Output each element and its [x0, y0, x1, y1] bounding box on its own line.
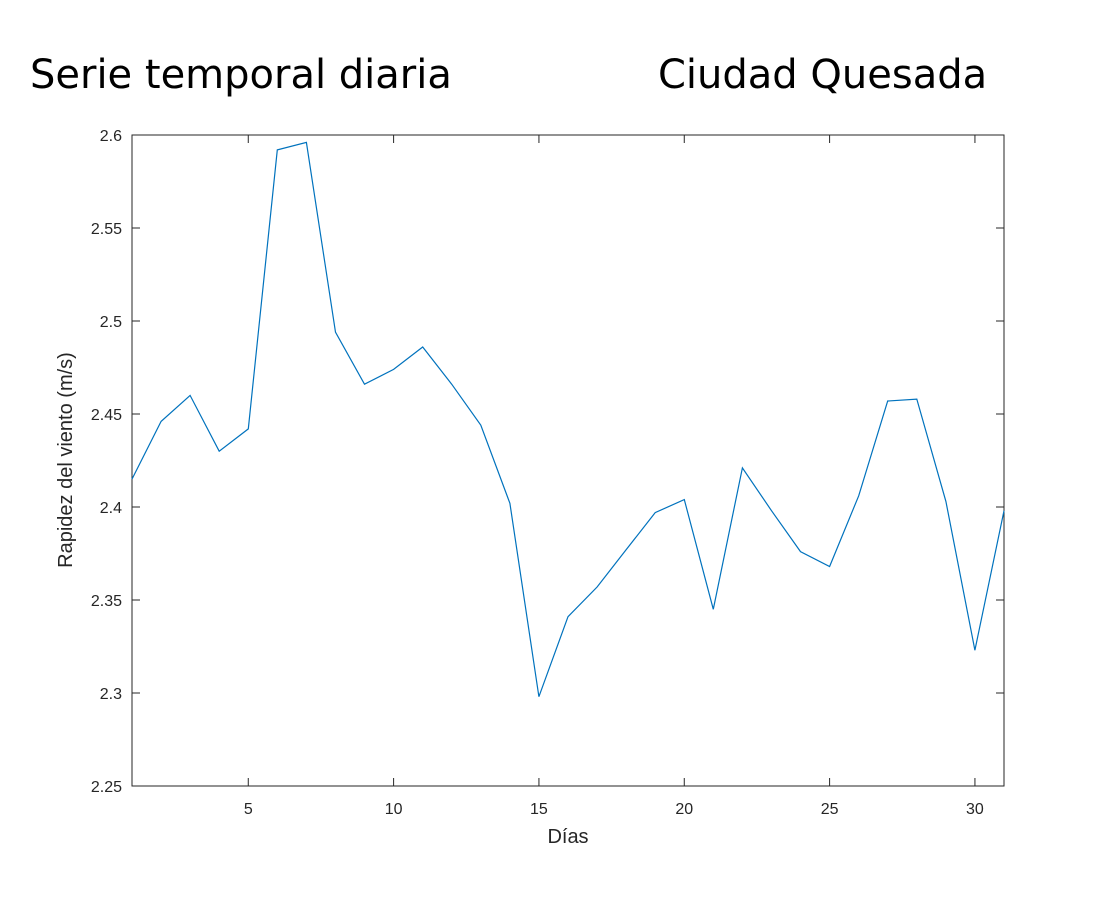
y-tick-label: 2.6	[100, 128, 122, 145]
series-line	[131, 141, 1005, 697]
y-tick-label: 2.35	[91, 593, 122, 610]
y-axis-label: Rapidez del viento (m/s)	[55, 352, 77, 568]
x-axis-label: Días	[547, 826, 588, 848]
chart-title-right: Ciudad Quesada	[658, 52, 988, 98]
x-tick-label: 5	[244, 801, 253, 818]
y-tick-label: 2.45	[91, 407, 122, 424]
plot-area	[131, 134, 1005, 787]
y-tick-label: 2.5	[100, 314, 122, 331]
x-tick-label: 20	[675, 801, 693, 818]
chart-title-left: Serie temporal diaria	[30, 52, 452, 98]
x-tick-label: 15	[530, 801, 548, 818]
x-tick-label: 30	[966, 801, 984, 818]
y-tick-label: 2.3	[100, 686, 122, 703]
y-tick-label: 2.25	[91, 779, 122, 796]
y-tick-label: 2.55	[91, 221, 122, 238]
x-tick-label: 10	[385, 801, 403, 818]
x-tick-label: 25	[821, 801, 839, 818]
y-tick-label: 2.4	[100, 500, 122, 517]
